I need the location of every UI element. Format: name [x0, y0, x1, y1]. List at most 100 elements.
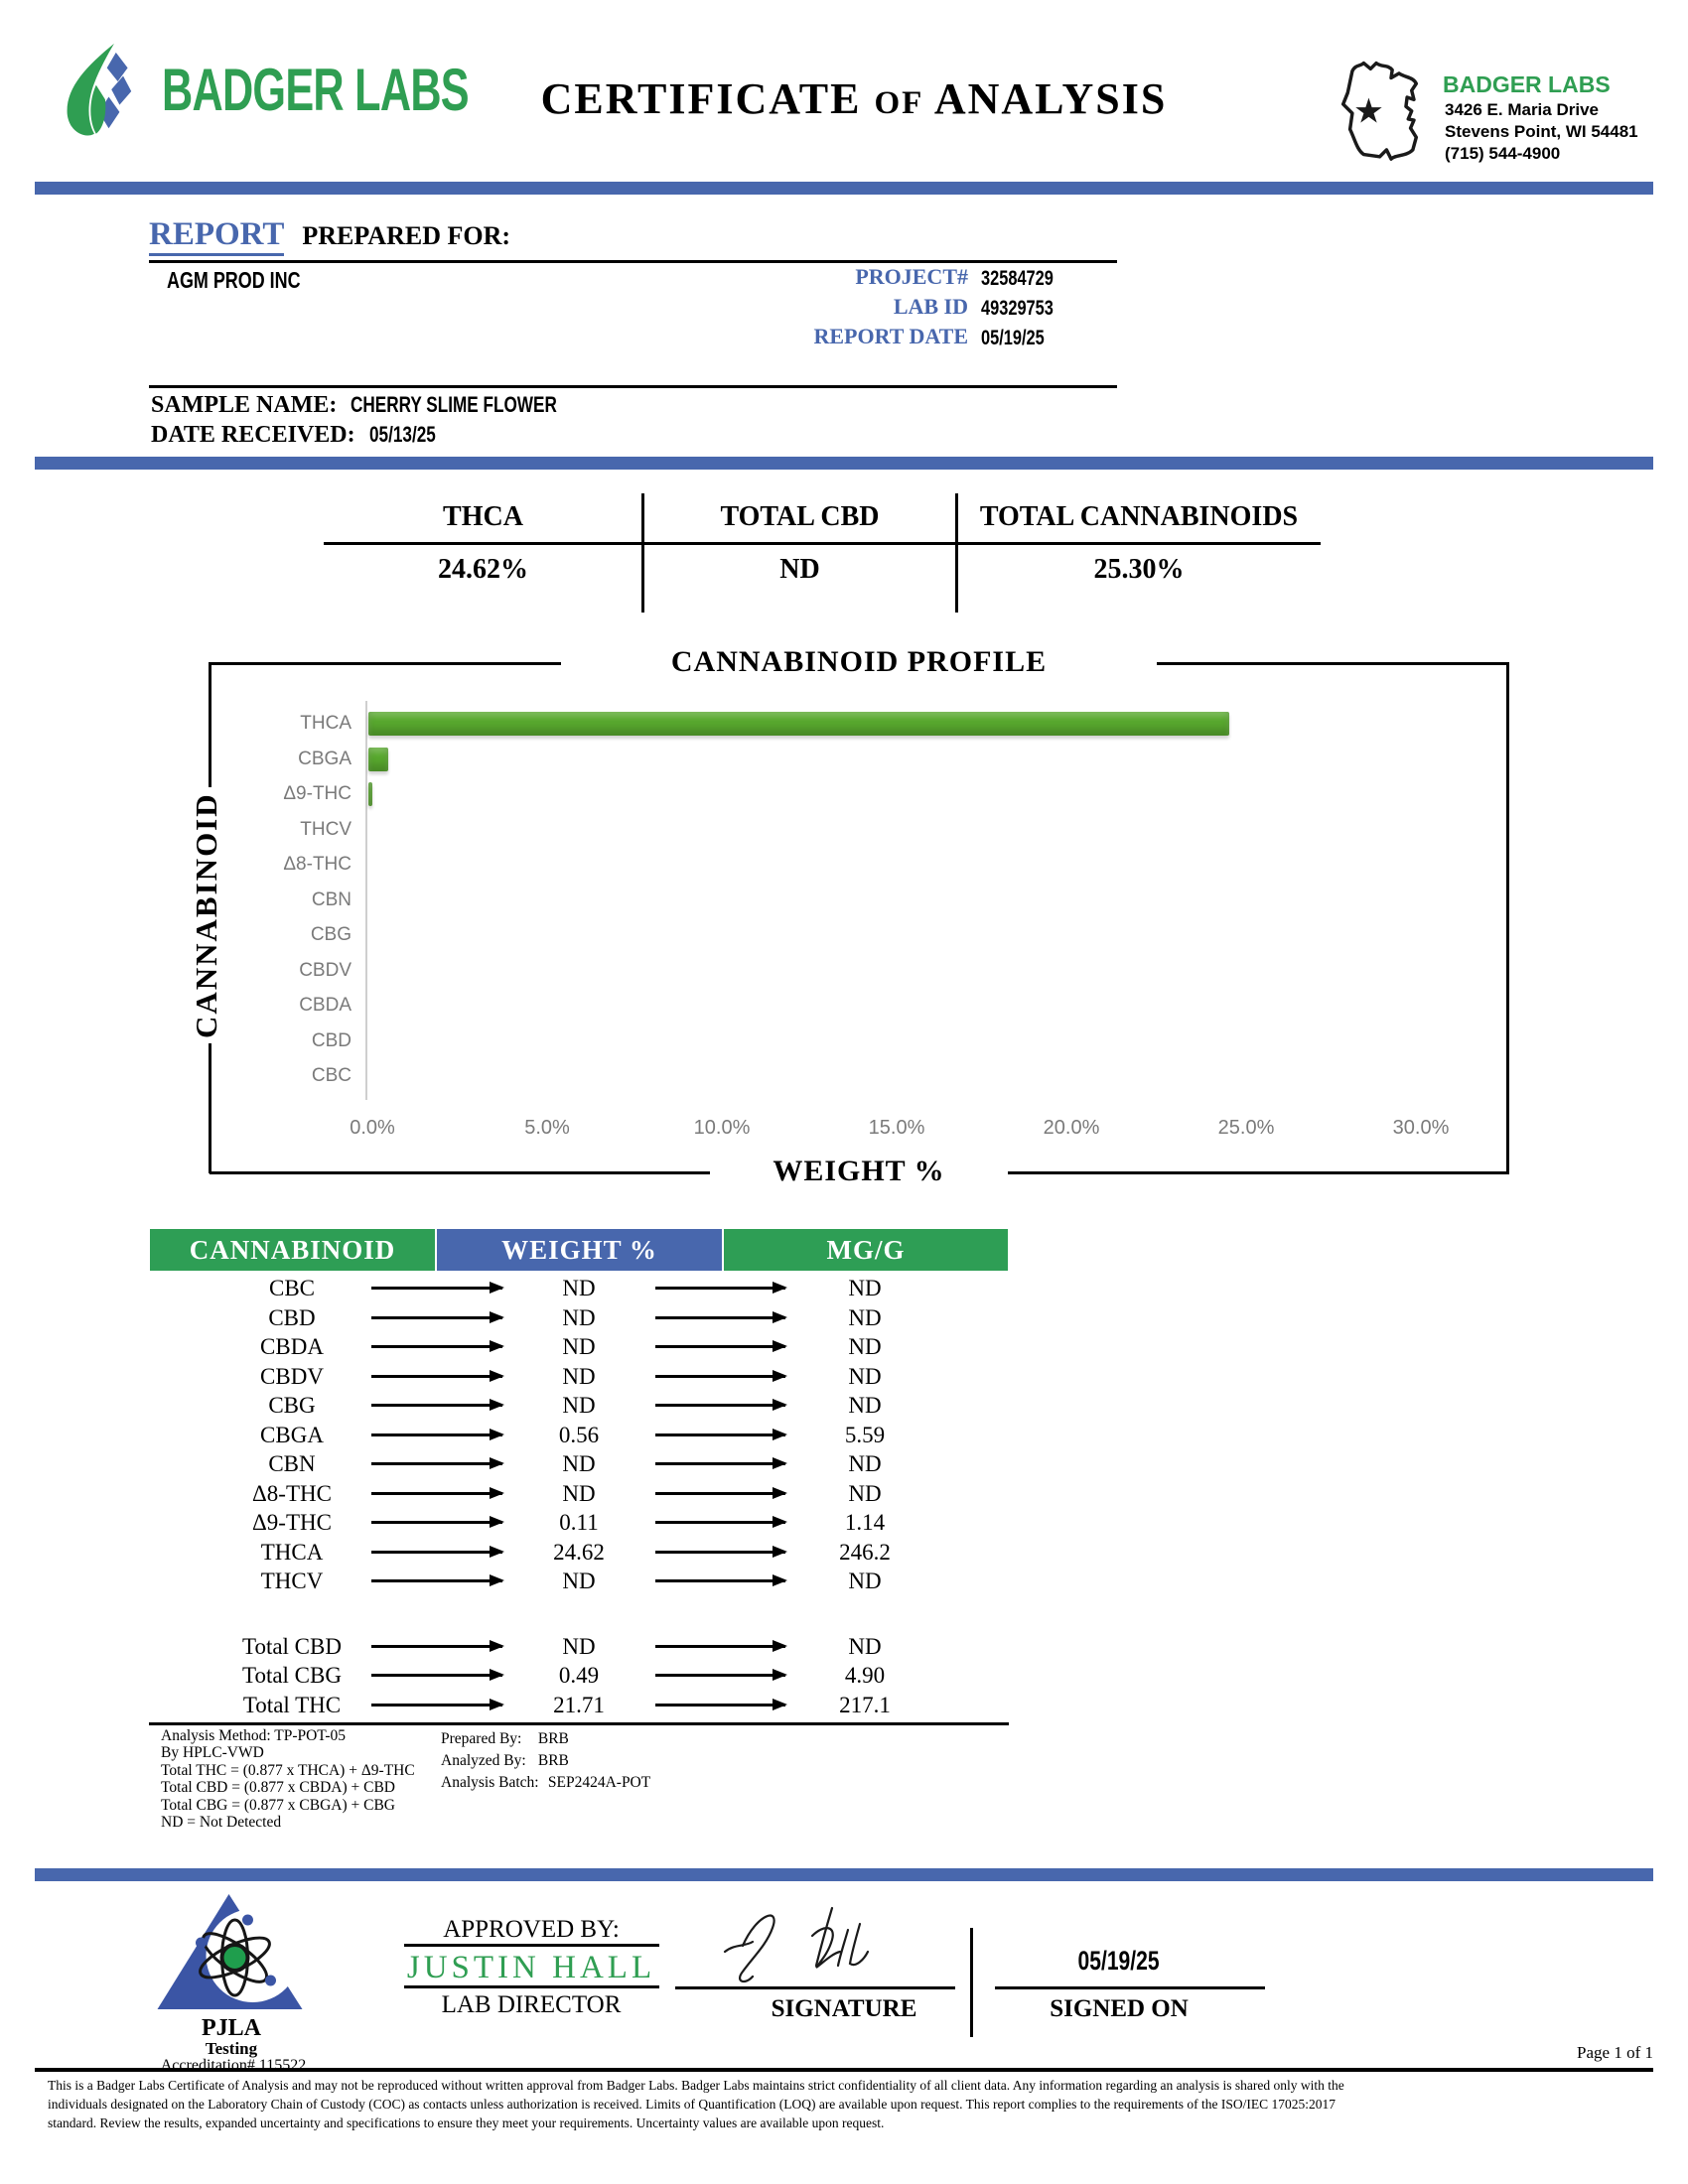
table-cell-name: Total CBG — [242, 1663, 342, 1688]
chart-x-tick-label: 30.0% — [1392, 1117, 1450, 1139]
table-cell-weight: ND — [562, 1480, 596, 1506]
arrow-right-icon — [371, 1282, 504, 1294]
signature-label: SIGNATURE — [771, 1995, 917, 2022]
arrow-right-icon — [655, 1282, 787, 1294]
arrow-right-icon — [655, 1486, 787, 1499]
arrow-right-icon — [371, 1399, 504, 1411]
summary-divider-1 — [641, 493, 644, 613]
prepared-by-row: Prepared By: BRB — [441, 1730, 569, 1747]
lab-address-line2: Stevens Point, WI 54481 — [1445, 122, 1638, 141]
analysis-batch-value: SEP2424A-POT — [547, 1774, 651, 1791]
project-label: PROJECT# — [855, 264, 968, 289]
prepared-by-label: Prepared By: — [441, 1730, 522, 1747]
table-row: Total THC 21.71 217.1 — [149, 1691, 1009, 1719]
table-cell-mgg: 1.14 — [844, 1510, 886, 1535]
arrow-right-icon — [655, 1399, 787, 1411]
chart-x-tick-label: 25.0% — [1217, 1117, 1275, 1139]
footnotes-left: Analysis Method: TP-POT-05 By HPLC-VWD Tot… — [161, 1727, 578, 1831]
approver-name: JUSTIN HALL — [406, 1950, 656, 1985]
sample-name-value: CHERRY SLIME FLOWER — [351, 392, 558, 417]
table-cell-mgg: ND — [848, 1480, 882, 1506]
chart-category-label: CBG — [310, 924, 352, 945]
lab-id-label: LAB ID — [893, 294, 968, 319]
project-value-text: 32584729 — [981, 267, 1054, 290]
footnote-line: ND = Not Detected — [161, 1814, 282, 1832]
report-heading-prepared: PREPARED FOR: — [302, 221, 511, 250]
badger-labs-leaf-logo-icon — [52, 42, 146, 141]
arrow-right-icon — [655, 1639, 787, 1652]
table-row: CBDV ND ND — [149, 1362, 1009, 1391]
star-icon: ★ — [1353, 92, 1384, 130]
table-row: Total CBD ND ND — [149, 1632, 1009, 1661]
footnote-line: Analysis Method: TP-POT-05 — [161, 1727, 347, 1744]
chart-x-tick-label: 10.0% — [693, 1117, 751, 1139]
table-cell-weight: 21.71 — [553, 1692, 605, 1717]
report-heading: REPORT PREPARED FOR: — [149, 216, 511, 256]
chart-category-label: CBGA — [298, 748, 352, 769]
prepared-by-value: BRB — [537, 1730, 569, 1747]
table-row: Δ9-THC 0.11 1.14 — [149, 1508, 1009, 1537]
page-title: CERTIFICATE OF ANALYSIS — [511, 73, 1196, 124]
lab-name: BADGER LABS — [1443, 71, 1611, 97]
analyzed-by-value: BRB — [537, 1752, 569, 1769]
chart-x-tick-label: 15.0% — [868, 1117, 925, 1139]
lab-id-value: 49329753 — [981, 296, 1073, 321]
table-cell-weight: ND — [562, 1276, 596, 1300]
chart-frame-top-left — [210, 662, 593, 665]
table-cell-name: Δ9-THC — [252, 1510, 332, 1535]
footnote-line: Total THC = (0.877 x THCA) + Δ9-THC — [161, 1761, 415, 1779]
arrow-right-icon — [655, 1428, 787, 1440]
footnote-line: Total CBD = (0.877 x CBDA) + CBD — [161, 1779, 395, 1797]
arrow-right-icon — [371, 1545, 504, 1558]
arrow-right-icon — [371, 1486, 504, 1499]
title-part2: ANALYSIS — [933, 74, 1168, 123]
arrow-right-icon — [371, 1457, 504, 1469]
report-date-value: 05/19/25 — [981, 326, 1062, 350]
table-cell-weight: ND — [562, 1451, 596, 1476]
table-cell-name: THCV — [260, 1569, 324, 1593]
client-name: AGM PROD INC — [167, 267, 339, 294]
approver-title: LAB DIRECTOR — [441, 1991, 622, 2018]
table-cell-weight: 24.62 — [553, 1539, 605, 1565]
table-cell-mgg: ND — [848, 1633, 882, 1659]
heading-rule — [149, 260, 1117, 263]
pjla-name: PJLA — [202, 2015, 261, 2041]
pjla-sub: Testing — [205, 2039, 258, 2058]
table-row: CBD ND ND — [149, 1303, 1009, 1332]
table-cell-name: CBDV — [260, 1363, 324, 1389]
signed-on-rule — [995, 1986, 1265, 1989]
disclaimer-line: standard. Review the results, expanded u… — [48, 2116, 885, 2130]
chart-frame-top-right — [1125, 662, 1509, 665]
table-row: THCA 24.62 246.2 — [149, 1538, 1009, 1567]
arrow-right-icon — [655, 1310, 787, 1323]
table-cell-weight: ND — [562, 1363, 596, 1389]
sample-rule — [149, 385, 1117, 388]
arrow-right-icon — [371, 1340, 504, 1352]
chart-category-label: CBN — [311, 888, 352, 910]
disclaimer: This is a Badger Labs Certificate of Ana… — [48, 2076, 1666, 2132]
chart-y-axis-line — [365, 701, 367, 1100]
table-cell-mgg: 217.1 — [839, 1692, 891, 1717]
disclaimer-rule — [35, 2068, 1653, 2072]
divider-bar-top — [35, 182, 1653, 195]
table-cell-mgg: 4.90 — [844, 1663, 886, 1688]
signature-image — [705, 1894, 963, 1988]
analyzed-by-row: Analyzed By: BRB — [441, 1752, 569, 1769]
chart-frame-bottom-left — [210, 1171, 730, 1174]
chart-category-label: THCA — [300, 713, 352, 734]
chart-x-tick-label: 0.0% — [350, 1117, 395, 1139]
chart-frame-bottom-right — [985, 1171, 1509, 1174]
table-row: CBG ND ND — [149, 1391, 1009, 1420]
arrow-right-icon — [655, 1457, 787, 1469]
signed-on-date-text: 05/19/25 — [1077, 1946, 1160, 1976]
table-cell-mgg: ND — [848, 1334, 882, 1359]
table-row: THCV ND ND — [149, 1567, 1009, 1595]
table-header-mgg: MG/G — [724, 1229, 1008, 1271]
table-cell-weight: 0.11 — [559, 1510, 599, 1535]
disclaimer-line: individuals designated on the Laboratory… — [48, 2097, 1336, 2112]
summary-col3-value: 25.30% — [1093, 554, 1185, 585]
divider-bar-bottom — [35, 1868, 1653, 1881]
sample-name-row: SAMPLE NAME: CHERRY SLIME FLOWER — [151, 392, 616, 419]
chart-category-label: CBDA — [299, 995, 352, 1016]
chart-frame-left-upper — [209, 662, 211, 790]
